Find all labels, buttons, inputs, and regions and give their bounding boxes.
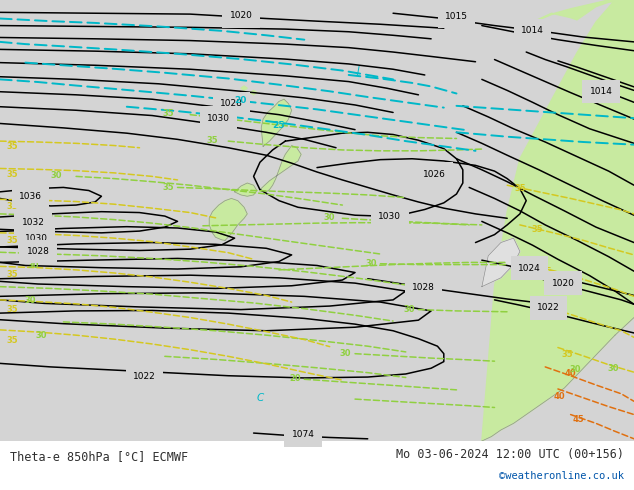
Text: 1028: 1028 <box>412 283 435 292</box>
Polygon shape <box>482 238 520 287</box>
Text: C: C <box>256 393 264 403</box>
Polygon shape <box>261 99 292 147</box>
Text: 30: 30 <box>403 305 415 314</box>
Text: 35: 35 <box>7 202 18 211</box>
Text: 30: 30 <box>324 213 335 222</box>
Text: 35: 35 <box>7 305 18 314</box>
Text: 40: 40 <box>565 369 576 378</box>
Text: 35: 35 <box>7 336 18 345</box>
Text: 35: 35 <box>207 136 218 145</box>
Text: 20: 20 <box>289 374 301 383</box>
Text: 35: 35 <box>514 184 526 193</box>
Text: 35: 35 <box>7 236 18 245</box>
Polygon shape <box>533 0 634 22</box>
Text: 1020: 1020 <box>552 279 574 288</box>
Polygon shape <box>260 146 301 192</box>
Text: 30: 30 <box>36 331 47 340</box>
Text: 1028: 1028 <box>27 247 49 256</box>
Text: 35: 35 <box>551 309 562 318</box>
Text: 45: 45 <box>573 416 584 424</box>
Text: 1032: 1032 <box>22 218 44 227</box>
Text: 1022: 1022 <box>133 372 156 381</box>
Text: 30: 30 <box>570 365 581 374</box>
Text: 1036: 1036 <box>19 192 42 201</box>
Text: 35: 35 <box>162 109 174 118</box>
Text: 30: 30 <box>27 261 39 270</box>
Text: 1022: 1022 <box>537 303 560 312</box>
Text: 1015: 1015 <box>445 12 468 21</box>
Polygon shape <box>241 86 247 90</box>
Text: Theta-e 850hPa [°C] ECMWF: Theta-e 850hPa [°C] ECMWF <box>10 450 188 463</box>
Text: 30: 30 <box>25 296 36 305</box>
Text: 35: 35 <box>562 350 573 359</box>
Text: 1074: 1074 <box>292 430 314 440</box>
Text: 1030: 1030 <box>378 212 401 220</box>
Text: 35: 35 <box>7 170 18 179</box>
Polygon shape <box>209 198 247 241</box>
Text: 1030: 1030 <box>25 234 48 243</box>
Text: 1028: 1028 <box>220 99 243 108</box>
Text: 20: 20 <box>235 96 247 104</box>
Text: 1026: 1026 <box>423 170 446 179</box>
Polygon shape <box>482 0 634 441</box>
Text: 1030: 1030 <box>207 114 230 122</box>
Text: 40: 40 <box>553 392 565 400</box>
Polygon shape <box>250 90 257 95</box>
Text: ©weatheronline.co.uk: ©weatheronline.co.uk <box>500 471 624 481</box>
Text: 1024: 1024 <box>518 264 541 272</box>
Polygon shape <box>235 183 257 196</box>
Text: 35: 35 <box>541 267 552 276</box>
Text: 30: 30 <box>340 349 351 358</box>
Text: 1020: 1020 <box>230 11 252 21</box>
Text: 25: 25 <box>273 121 285 130</box>
Text: 30: 30 <box>365 259 377 268</box>
Text: 30: 30 <box>608 364 619 373</box>
Text: 1014: 1014 <box>590 87 612 96</box>
Text: 35: 35 <box>532 225 543 234</box>
Text: 30: 30 <box>50 171 61 180</box>
Text: 35: 35 <box>7 142 18 151</box>
Text: 30: 30 <box>34 225 45 234</box>
Text: 35: 35 <box>162 183 174 193</box>
Text: J: J <box>357 66 359 75</box>
Text: 35: 35 <box>7 270 18 279</box>
Text: Mo 03-06-2024 12:00 UTC (00+156): Mo 03-06-2024 12:00 UTC (00+156) <box>396 447 624 461</box>
Text: 1014: 1014 <box>521 26 544 35</box>
